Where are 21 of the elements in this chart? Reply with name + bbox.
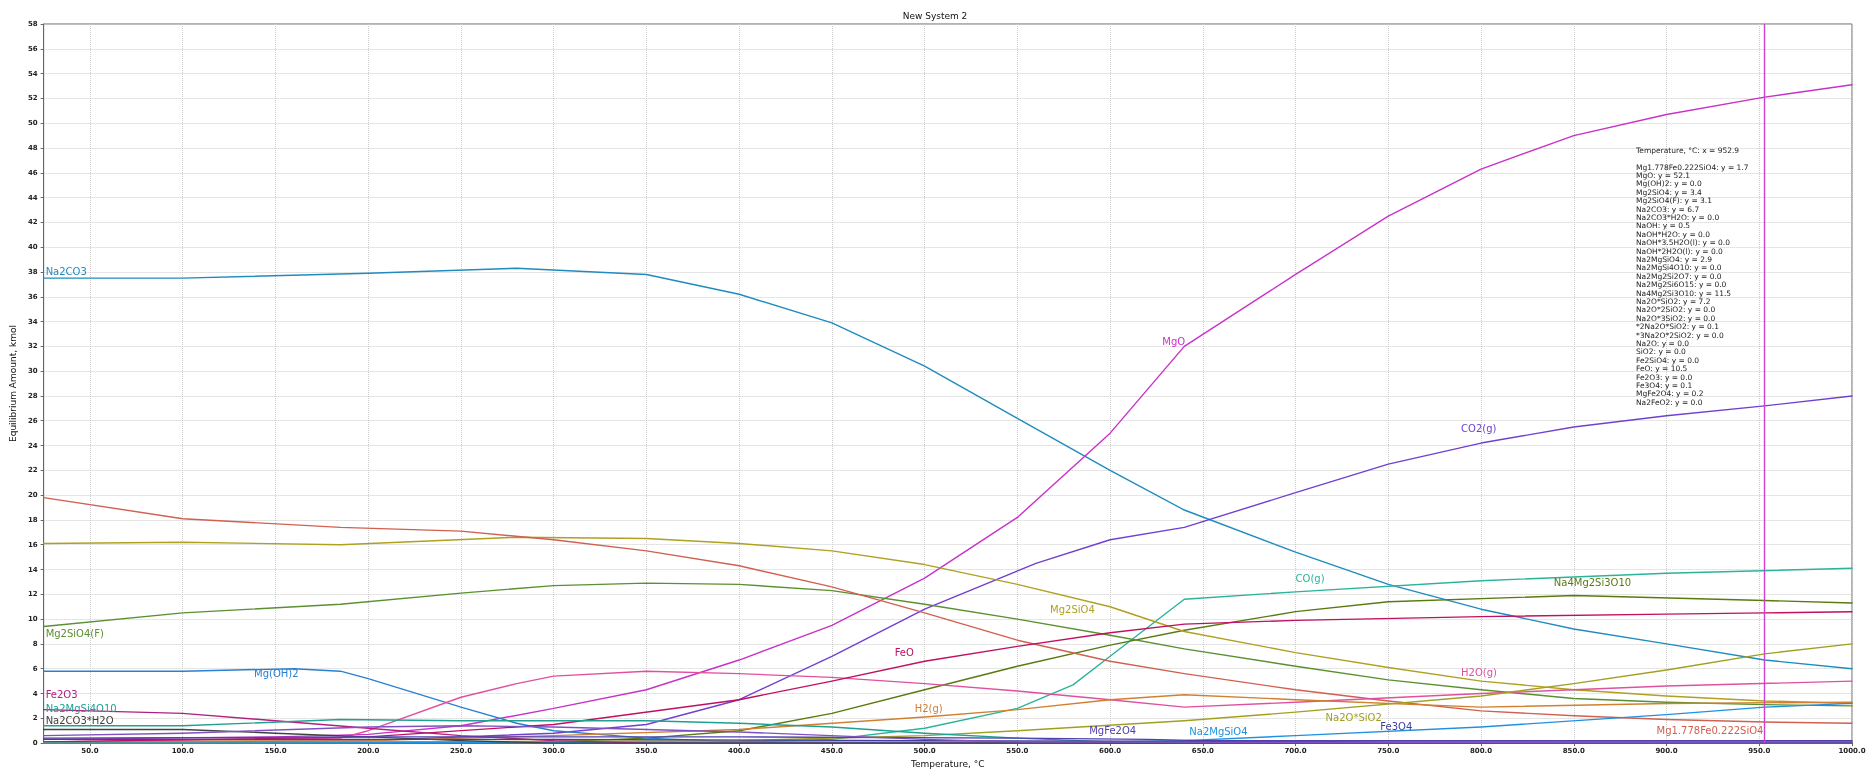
y-axis-title: Equilibrium Amount, kmol	[7, 325, 18, 443]
series-label: Na4Mg2Si3O10	[1553, 577, 1632, 589]
series-label: Na2CO3	[45, 265, 87, 277]
series-label: Na2O*SiO2	[1325, 711, 1382, 723]
series-label: MgO	[1162, 335, 1186, 347]
series-label: CO2(g)	[1461, 422, 1497, 434]
x-axis-title: Temperature, °C	[910, 758, 985, 769]
series-label: MgFe2O4	[1089, 724, 1137, 736]
series-label: Na2CO3*H2O	[45, 714, 114, 726]
series-label: Na2MgSiO4	[1189, 726, 1248, 738]
series-label: Mg2SiO4	[1050, 604, 1095, 616]
series-label: CO(g)	[1295, 573, 1325, 585]
series-label: H2(g)	[914, 702, 943, 714]
series-label: Fe2O3	[45, 689, 78, 701]
series-label: Fe3O4	[1380, 721, 1413, 733]
series-label: Mg2SiO4(F)	[45, 628, 104, 640]
chart-title: New System 2	[902, 10, 968, 21]
series-label: H2O(g)	[1461, 667, 1498, 679]
series-label: FeO	[894, 646, 914, 658]
series-label: Mg(OH)2	[254, 668, 299, 680]
series-label: Mg1.778Fe0.222SiO4	[1656, 725, 1764, 737]
